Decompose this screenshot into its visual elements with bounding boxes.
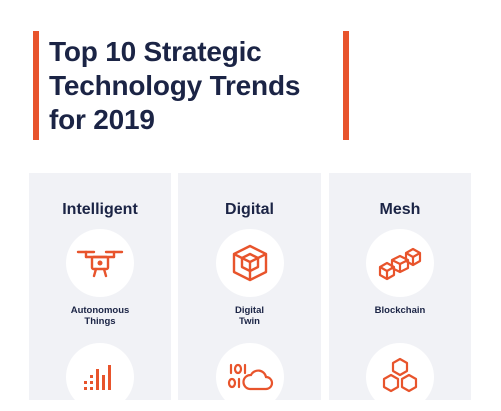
autonomous-things-icon-circle [66, 229, 134, 297]
column-heading: Intelligent [62, 201, 138, 218]
column-heading: Digital [225, 201, 274, 218]
item-label-line-1: Autonomous [70, 305, 130, 316]
digital-twin-icon-circle [215, 229, 284, 297]
title-accent-bar-left [33, 31, 39, 140]
blockchain-icon-circle [366, 229, 434, 297]
blockchain-icon [378, 247, 422, 281]
column-digital: Digital Digital Twin [178, 173, 321, 411]
column-heading: Mesh [379, 201, 421, 218]
title-block: Top 10 Strategic Technology Trends for 2… [33, 31, 351, 140]
drone-icon [76, 250, 124, 278]
digital-second-icon-circle [215, 343, 284, 411]
item-label-line-2: Things [84, 316, 116, 327]
mesh-second-icon-circle [366, 343, 434, 411]
item-label: Autonomous Things [29, 305, 171, 327]
page-title-line-3: for 2019 [49, 104, 155, 135]
trend-columns: Intelligent Autonomous Things [29, 173, 471, 411]
intelligent-second-icon-circle [66, 343, 134, 411]
page-title-line-1: Top 10 Strategic [49, 36, 262, 67]
page-title-line-2: Technology Trends [49, 70, 301, 101]
hexagons-icon [382, 357, 418, 393]
item-label-line-1: Digital [234, 305, 265, 316]
item-label-line-1: Blockchain [374, 305, 426, 316]
item-label: Digital Twin [178, 305, 321, 327]
item-label: Blockchain [329, 305, 471, 316]
column-intelligent: Intelligent Autonomous Things [29, 173, 171, 411]
signal-bars-icon [84, 365, 111, 390]
item-label-line-2: Twin [239, 316, 260, 327]
column-mesh: Mesh Blockchain [329, 173, 471, 411]
title-accent-bar-right [343, 31, 349, 140]
binary-cloud-icon [227, 363, 273, 391]
cube-icon [232, 244, 267, 282]
